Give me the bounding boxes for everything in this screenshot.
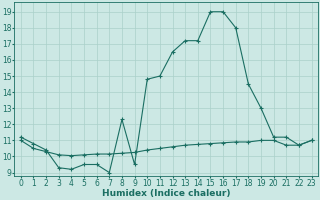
X-axis label: Humidex (Indice chaleur): Humidex (Indice chaleur) (102, 189, 230, 198)
